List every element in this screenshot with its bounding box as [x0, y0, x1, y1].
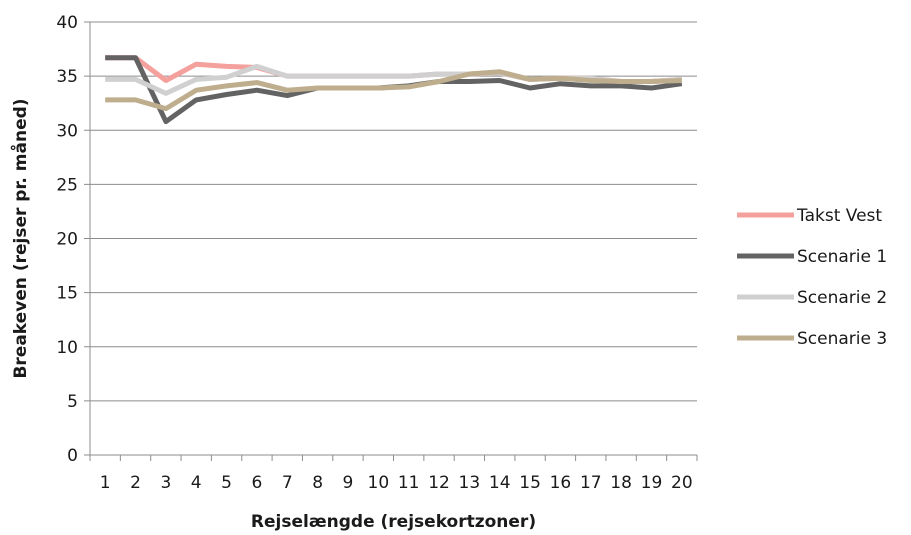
legend-label: Scenarie 1: [797, 247, 887, 267]
y-tick-label: 0: [67, 446, 78, 466]
axes: [84, 21, 698, 461]
legend-label: Scenarie 3: [797, 329, 887, 349]
x-tick-label: 20: [671, 473, 693, 493]
y-tick-label: 30: [56, 121, 78, 141]
y-tick-label: 15: [56, 284, 78, 304]
series-lines: [105, 55, 683, 125]
x-tick-label: 4: [191, 473, 202, 493]
x-tick-label: 13: [459, 473, 481, 493]
x-tick-label: 7: [282, 473, 293, 493]
x-tick-label: 8: [312, 473, 323, 493]
gridlines: [90, 21, 697, 402]
legend-item: Takst Vest: [737, 206, 882, 226]
x-tick-label: 14: [489, 473, 511, 493]
legend-label: Scenarie 2: [797, 288, 887, 308]
y-tick-label: 20: [56, 230, 78, 250]
x-tick-label: 5: [221, 473, 232, 493]
x-tick-label: 19: [641, 473, 663, 493]
x-tick-label: 15: [519, 473, 541, 493]
legend: Takst Vest Scenarie 1 Scenarie 2 Scenarie 3: [737, 206, 887, 349]
x-tick-label: 12: [428, 473, 450, 493]
x-tick-label: 10: [368, 473, 390, 493]
legend-item: Scenarie 2: [737, 288, 887, 308]
x-tick-label: 9: [343, 473, 354, 493]
y-tick-label: 25: [56, 175, 78, 195]
x-tick-label: 18: [610, 473, 632, 493]
legend-item: Scenarie 3: [737, 329, 887, 349]
y-tick-label: 5: [67, 392, 78, 412]
y-tick-label: 40: [56, 13, 78, 33]
x-tick-label: 17: [580, 473, 602, 493]
x-tick-label: 2: [130, 473, 141, 493]
x-tick-label: 11: [398, 473, 420, 493]
y-tick-label: 10: [56, 338, 78, 358]
legend-item: Scenarie 1: [737, 247, 887, 267]
x-tick-label: 1: [100, 473, 111, 493]
y-tick-label: 35: [56, 67, 78, 87]
x-tick-label: 16: [550, 473, 572, 493]
x-tick-label: 3: [160, 473, 171, 493]
series-line-4: [105, 69, 682, 112]
legend-label: Takst Vest: [796, 206, 882, 226]
x-tick-label: 6: [252, 473, 263, 493]
y-axis-title: Breakeven (rejser pr. måned): [9, 98, 31, 378]
x-axis-title: Rejselængde (rejsekortzoner): [251, 512, 536, 532]
